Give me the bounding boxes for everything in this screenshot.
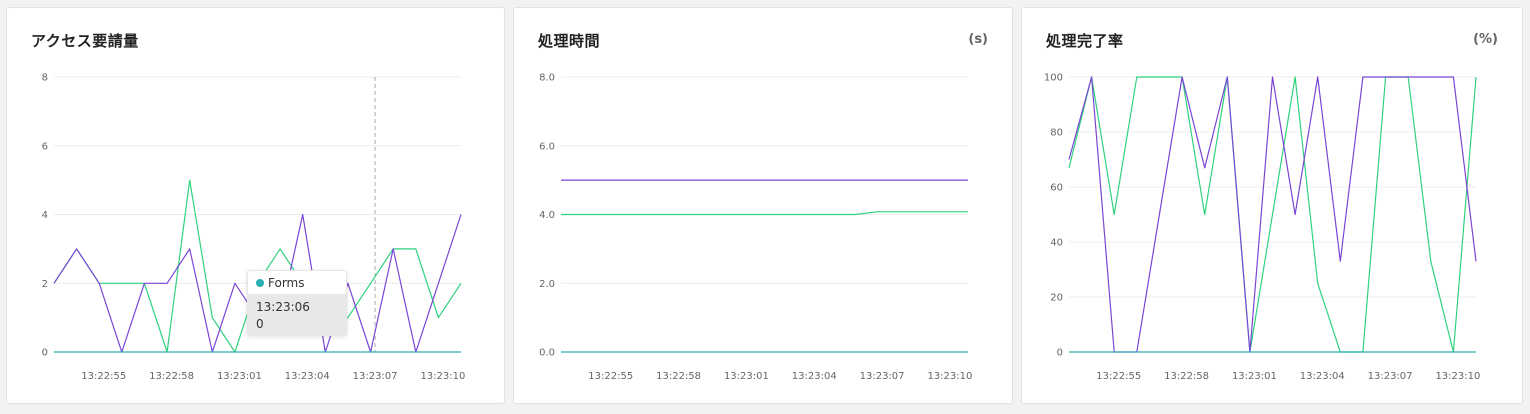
x-tick-label: 13:22:58 bbox=[656, 371, 701, 382]
y-tick-label: 0.0 bbox=[539, 348, 555, 359]
x-tick-label: 13:23:01 bbox=[724, 371, 769, 382]
processing-time-chart[interactable]: 0.0 2.0 4.0 6.0 8.0 13:22:55 13:22:58 13:23:01 1… bbox=[514, 8, 1014, 405]
panel-title: アクセス要請量 bbox=[31, 32, 139, 50]
y-tick-label: 6 bbox=[42, 141, 48, 152]
x-tick-label: 13:22:55 bbox=[1096, 371, 1141, 382]
y-tick-label: 40 bbox=[1050, 238, 1063, 249]
panel-unit: (%) bbox=[1473, 32, 1498, 47]
series-dot-icon bbox=[256, 279, 264, 287]
x-tick-label: 13:22:58 bbox=[149, 371, 194, 382]
y-tick-label: 4 bbox=[42, 210, 48, 221]
access-requests-chart[interactable]: 0 2 4 6 8 13:22:55 13:22:58 13:23:01 13:23:04 13:… bbox=[7, 8, 506, 405]
panel-title: 処理時間 bbox=[538, 32, 601, 50]
chart-panel-completion-rate: 処理完了率 (%) 0 20 40 60 80 100 13:22:55 13:22:58 13… bbox=[1021, 7, 1523, 404]
series-line-0 bbox=[1068, 76, 1477, 353]
y-tick-label: 2 bbox=[42, 279, 48, 290]
x-tick-label: 13:23:07 bbox=[1368, 371, 1413, 382]
x-tick-label: 13:22:58 bbox=[1164, 371, 1209, 382]
panel-unit: (s) bbox=[968, 32, 988, 47]
x-tick-label: 13:23:01 bbox=[1232, 371, 1277, 382]
x-tick-label: 13:23:10 bbox=[420, 371, 465, 382]
chart-panel-processing-time: 処理時間 (s) 0.0 2.0 4.0 6.0 8.0 13:22:55 13:22:58… bbox=[513, 7, 1013, 404]
x-tick-label: 13:23:10 bbox=[927, 371, 972, 382]
x-tick-label: 13:23:07 bbox=[860, 371, 905, 382]
chart-panel-access-requests: アクセス要請量 0 2 4 6 8 13:22:55 13:22:58 13:23:01 13:… bbox=[6, 7, 505, 404]
y-tick-label: 8 bbox=[42, 73, 48, 84]
tooltip-series-name: Forms bbox=[268, 276, 305, 290]
tooltip-value: 0 bbox=[256, 317, 264, 331]
chart-tooltip: Forms 13:23:06 0 bbox=[247, 270, 347, 336]
series-line-1 bbox=[561, 211, 968, 216]
tooltip-time: 13:23:06 bbox=[256, 300, 310, 314]
y-tick-label: 100 bbox=[1044, 73, 1063, 84]
y-tick-label: 60 bbox=[1050, 183, 1063, 194]
y-tick-label: 8.0 bbox=[539, 73, 555, 84]
y-tick-label: 0 bbox=[42, 348, 48, 359]
x-tick-label: 13:22:55 bbox=[81, 371, 126, 382]
x-tick-label: 13:23:01 bbox=[217, 371, 262, 382]
completion-rate-chart[interactable]: 0 20 40 60 80 100 13:22:55 13:22:58 13:23:01 13:2… bbox=[1022, 8, 1524, 405]
y-tick-label: 6.0 bbox=[539, 141, 555, 152]
x-tick-label: 13:23:04 bbox=[285, 371, 330, 382]
x-tick-label: 13:23:04 bbox=[792, 371, 837, 382]
x-tick-label: 13:23:10 bbox=[1435, 371, 1480, 382]
x-tick-label: 13:22:55 bbox=[588, 371, 633, 382]
panel-title: 処理完了率 bbox=[1046, 32, 1124, 50]
x-tick-label: 13:23:04 bbox=[1300, 371, 1345, 382]
y-tick-label: 80 bbox=[1050, 128, 1063, 139]
y-tick-label: 4.0 bbox=[539, 210, 555, 221]
y-tick-label: 2.0 bbox=[539, 279, 555, 290]
x-tick-label: 13:23:07 bbox=[353, 371, 398, 382]
y-tick-label: 0 bbox=[1057, 348, 1063, 359]
y-tick-label: 20 bbox=[1050, 293, 1063, 304]
